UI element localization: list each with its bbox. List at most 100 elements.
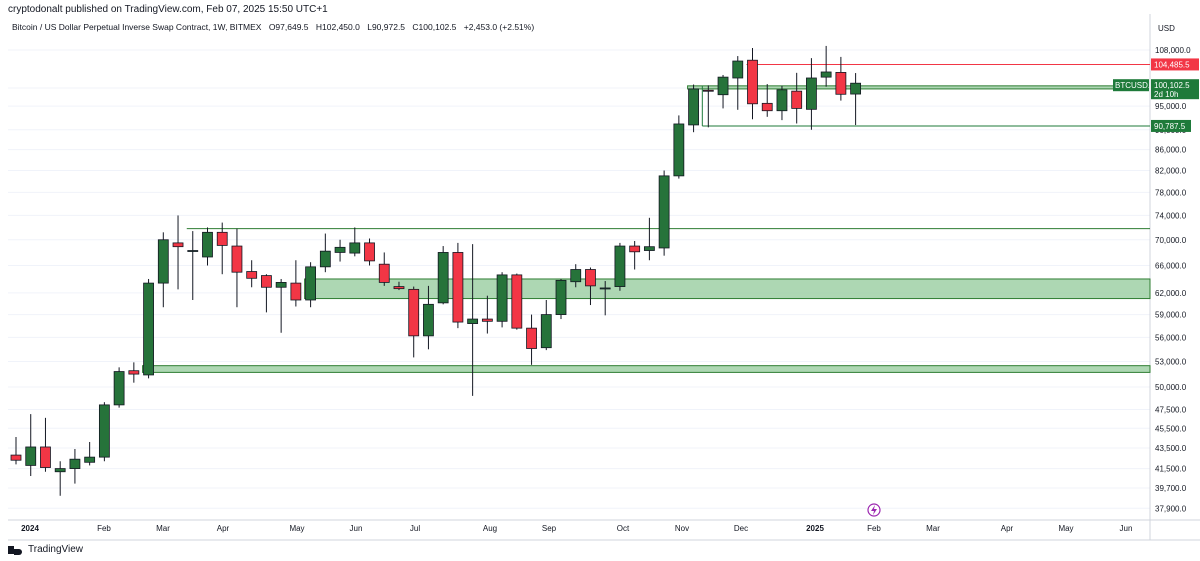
candle-body	[467, 318, 479, 324]
time-tick-label: Feb	[97, 524, 111, 533]
candle-body	[540, 314, 552, 349]
candle-body	[393, 286, 405, 290]
time-axis: 2024 Feb Mar Apr May Jun Jul Aug Sep Oct Nov Dec 202…	[21, 524, 1132, 533]
ohlc-change: +2,453.0 (+2.51%)	[463, 22, 535, 32]
candle-body	[334, 246, 346, 253]
price-tick-label: 43,500.0	[1155, 444, 1187, 453]
time-tick-label: Jul	[410, 524, 420, 533]
price-tick-label: 53,000.0	[1155, 358, 1187, 367]
time-tick-label: Mar	[156, 524, 170, 533]
candle-body	[231, 245, 243, 273]
time-tick-label: 2024	[21, 524, 39, 533]
candle-body	[187, 250, 199, 252]
candle-body	[157, 239, 169, 284]
candle-body	[496, 274, 508, 322]
time-tick-label: May	[289, 524, 304, 533]
time-tick-label: Feb	[867, 524, 881, 533]
time-tick-label: Nov	[675, 524, 689, 533]
candle-body	[128, 370, 140, 375]
last-price-label: 100,102.5	[1154, 81, 1190, 90]
price-tick-label: 37,900.0	[1155, 504, 1187, 513]
time-tick-label: Aug	[483, 524, 497, 533]
candle-body	[717, 76, 729, 96]
symbol-tag	[1113, 79, 1149, 92]
candle-body	[25, 446, 37, 466]
grid	[8, 14, 1200, 541]
candle-body	[202, 231, 213, 258]
price-tag-range-low	[1151, 119, 1191, 132]
candle-body	[806, 77, 817, 110]
candle-body	[113, 371, 125, 406]
time-tick-label: 2025	[806, 524, 824, 533]
candle-body	[643, 246, 655, 251]
tradingview-icon	[8, 545, 24, 555]
ohlc-open: O97,649.5	[268, 22, 309, 32]
candle-body	[143, 282, 154, 376]
candle-body	[305, 266, 317, 301]
candle-body	[511, 274, 523, 329]
candle-body	[555, 279, 567, 315]
time-tick-label: Apr	[1001, 524, 1014, 533]
ohlc-low: L90,972.5	[367, 22, 406, 32]
time-tick-label: Jun	[1120, 524, 1133, 533]
time-tick-label: May	[1058, 524, 1073, 533]
candle-body	[275, 282, 287, 288]
price-tick-label: 39,700.0	[1155, 484, 1187, 493]
candle-body	[437, 252, 449, 304]
candle-body	[688, 88, 699, 126]
candle-body	[54, 468, 66, 473]
price-tick-label: 86,000.0	[1155, 146, 1187, 155]
price-tick-label: 59,000.0	[1155, 311, 1187, 320]
time-tick-label: Sep	[542, 524, 557, 533]
chart-legend: Bitcoin / US Dollar Perpetual Inverse Sw…	[12, 22, 539, 32]
candle-body	[702, 89, 714, 92]
candle-body	[599, 287, 611, 290]
currency-label: USD	[1158, 24, 1175, 33]
time-tick-label: Apr	[217, 524, 230, 533]
candle-body	[835, 72, 847, 95]
price-tick-label: 62,000.0	[1155, 289, 1187, 298]
candle-body	[98, 404, 110, 458]
candle-body	[290, 282, 302, 301]
candle-body	[585, 269, 596, 287]
candle-body	[747, 59, 758, 105]
candle-body	[850, 82, 862, 95]
candles	[10, 45, 862, 496]
candle-body	[349, 242, 361, 254]
candle-body	[658, 175, 670, 249]
price-tick-label: 74,000.0	[1155, 211, 1187, 220]
support-zone	[142, 365, 1151, 373]
price-tick-label: 78,000.0	[1155, 188, 1187, 197]
candle-body	[614, 245, 626, 287]
price-tick-label: 70,000.0	[1155, 236, 1187, 245]
candle-body	[172, 242, 184, 248]
lightning-icon[interactable]	[867, 503, 881, 517]
candle-body	[452, 252, 464, 323]
price-tick-label: 45,500.0	[1155, 424, 1187, 433]
candle-body	[378, 263, 390, 283]
publisher-line: cryptodonalt published on TradingView.co…	[8, 4, 328, 15]
price-tick-label: 66,000.0	[1155, 262, 1187, 271]
candle-body	[481, 318, 493, 322]
candle-body	[69, 458, 81, 469]
symbol-description[interactable]: Bitcoin / US Dollar Perpetual Inverse Sw…	[12, 22, 262, 32]
tradingview-logo[interactable]: TradingView	[8, 544, 83, 555]
price-tag-resistance-label: 104,485.5	[1154, 60, 1190, 69]
candle-body	[776, 89, 788, 112]
price-tag-resistance	[1151, 58, 1199, 71]
ohlc-high: H102,450.0	[315, 22, 360, 32]
candle-body	[673, 123, 685, 177]
candle-body	[820, 71, 832, 78]
candle-body	[761, 102, 773, 112]
bar-countdown-label: 2d 10h	[1154, 90, 1178, 99]
candle-body	[216, 231, 228, 246]
candle-body	[791, 90, 803, 109]
candle-body	[732, 60, 744, 79]
price-tick-label: 50,000.0	[1155, 383, 1187, 392]
candle-body	[40, 446, 51, 468]
price-tick-label: 108,000.0	[1155, 46, 1191, 55]
price-tick-label: 47,500.0	[1155, 405, 1187, 414]
last-price-tag	[1151, 79, 1199, 100]
